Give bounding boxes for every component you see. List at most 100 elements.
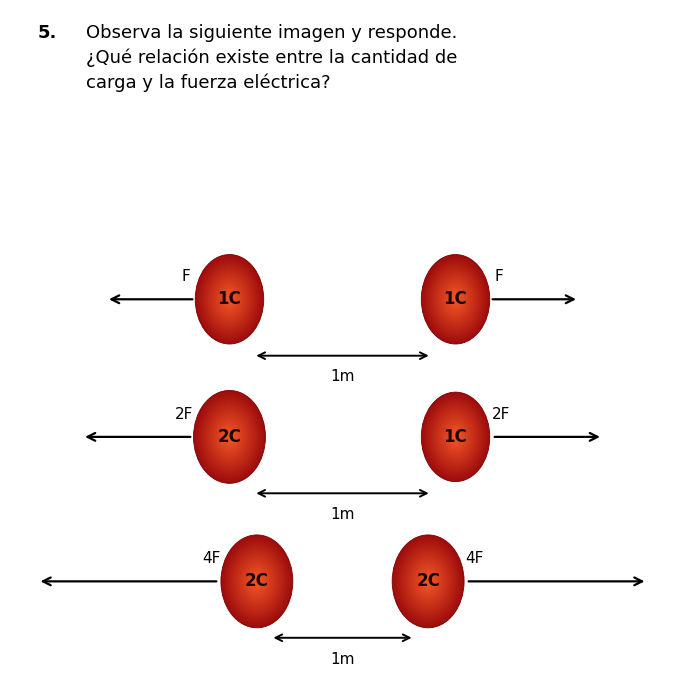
Ellipse shape xyxy=(410,558,446,605)
Ellipse shape xyxy=(249,570,265,592)
Ellipse shape xyxy=(226,295,233,304)
Ellipse shape xyxy=(447,425,464,449)
Ellipse shape xyxy=(433,270,478,329)
Ellipse shape xyxy=(219,423,240,451)
Ellipse shape xyxy=(432,268,480,331)
Ellipse shape xyxy=(223,538,290,625)
Ellipse shape xyxy=(196,394,263,480)
Ellipse shape xyxy=(202,401,257,473)
Ellipse shape xyxy=(438,277,473,322)
Ellipse shape xyxy=(417,568,439,595)
Ellipse shape xyxy=(217,283,242,316)
Ellipse shape xyxy=(206,268,253,331)
Ellipse shape xyxy=(197,257,262,341)
Ellipse shape xyxy=(201,400,258,474)
Ellipse shape xyxy=(221,426,238,448)
Ellipse shape xyxy=(245,566,269,596)
Ellipse shape xyxy=(223,429,236,444)
Ellipse shape xyxy=(210,274,249,325)
Ellipse shape xyxy=(393,537,463,626)
Ellipse shape xyxy=(454,298,457,301)
Ellipse shape xyxy=(204,405,255,469)
Ellipse shape xyxy=(392,535,464,627)
Ellipse shape xyxy=(222,537,292,626)
Text: 2C: 2C xyxy=(218,428,241,446)
Ellipse shape xyxy=(432,406,480,468)
Ellipse shape xyxy=(433,407,478,466)
Ellipse shape xyxy=(228,298,231,301)
Ellipse shape xyxy=(240,560,274,603)
Ellipse shape xyxy=(209,411,250,463)
Ellipse shape xyxy=(429,265,482,334)
Ellipse shape xyxy=(421,255,490,344)
Ellipse shape xyxy=(412,561,444,601)
Ellipse shape xyxy=(207,270,252,329)
Ellipse shape xyxy=(203,265,256,334)
Ellipse shape xyxy=(212,413,247,460)
Ellipse shape xyxy=(440,418,471,456)
Ellipse shape xyxy=(209,272,250,326)
Ellipse shape xyxy=(399,544,457,619)
Ellipse shape xyxy=(436,411,475,462)
Ellipse shape xyxy=(203,403,256,471)
Ellipse shape xyxy=(214,280,245,319)
Text: Observa la siguiente imagen y responde.
¿Qué relación existe entre la cantidad d: Observa la siguiente imagen y responde. … xyxy=(86,24,457,92)
Ellipse shape xyxy=(445,423,466,450)
Ellipse shape xyxy=(434,271,477,327)
Ellipse shape xyxy=(216,281,243,317)
Ellipse shape xyxy=(411,560,445,603)
Ellipse shape xyxy=(435,410,476,464)
Text: F: F xyxy=(495,269,503,284)
Ellipse shape xyxy=(444,284,467,314)
Ellipse shape xyxy=(227,434,232,440)
Ellipse shape xyxy=(236,555,277,608)
Ellipse shape xyxy=(434,409,477,465)
Ellipse shape xyxy=(199,259,260,340)
Ellipse shape xyxy=(219,286,240,312)
Ellipse shape xyxy=(408,555,449,608)
Ellipse shape xyxy=(423,256,488,343)
Ellipse shape xyxy=(227,543,287,620)
Text: 2F: 2F xyxy=(493,407,510,422)
Text: 1m: 1m xyxy=(330,369,355,385)
Ellipse shape xyxy=(398,543,458,620)
Ellipse shape xyxy=(440,416,471,458)
Ellipse shape xyxy=(450,429,461,444)
Ellipse shape xyxy=(416,566,440,596)
Ellipse shape xyxy=(444,422,467,452)
Ellipse shape xyxy=(195,255,264,344)
Ellipse shape xyxy=(430,404,481,470)
Ellipse shape xyxy=(449,428,462,446)
Ellipse shape xyxy=(404,550,452,612)
Ellipse shape xyxy=(440,279,471,320)
Text: F: F xyxy=(182,269,190,284)
Ellipse shape xyxy=(229,546,284,617)
Ellipse shape xyxy=(230,548,284,615)
Ellipse shape xyxy=(233,550,281,612)
Ellipse shape xyxy=(207,407,252,466)
Ellipse shape xyxy=(443,283,468,316)
Ellipse shape xyxy=(225,293,234,305)
Ellipse shape xyxy=(428,264,483,335)
Ellipse shape xyxy=(401,546,456,617)
Ellipse shape xyxy=(214,417,245,457)
Ellipse shape xyxy=(208,409,251,465)
Ellipse shape xyxy=(421,392,490,482)
Ellipse shape xyxy=(244,564,270,599)
Ellipse shape xyxy=(436,274,475,325)
Ellipse shape xyxy=(422,574,434,589)
Ellipse shape xyxy=(204,266,255,332)
Ellipse shape xyxy=(239,558,275,605)
Ellipse shape xyxy=(208,271,251,327)
Ellipse shape xyxy=(221,289,238,310)
Ellipse shape xyxy=(254,578,259,585)
Ellipse shape xyxy=(445,286,466,312)
Ellipse shape xyxy=(197,395,262,479)
Text: 4F: 4F xyxy=(465,551,483,566)
Ellipse shape xyxy=(423,394,488,480)
Ellipse shape xyxy=(236,553,278,610)
Ellipse shape xyxy=(234,552,279,611)
Ellipse shape xyxy=(232,549,282,614)
Ellipse shape xyxy=(409,557,447,606)
Text: 2F: 2F xyxy=(175,407,192,422)
